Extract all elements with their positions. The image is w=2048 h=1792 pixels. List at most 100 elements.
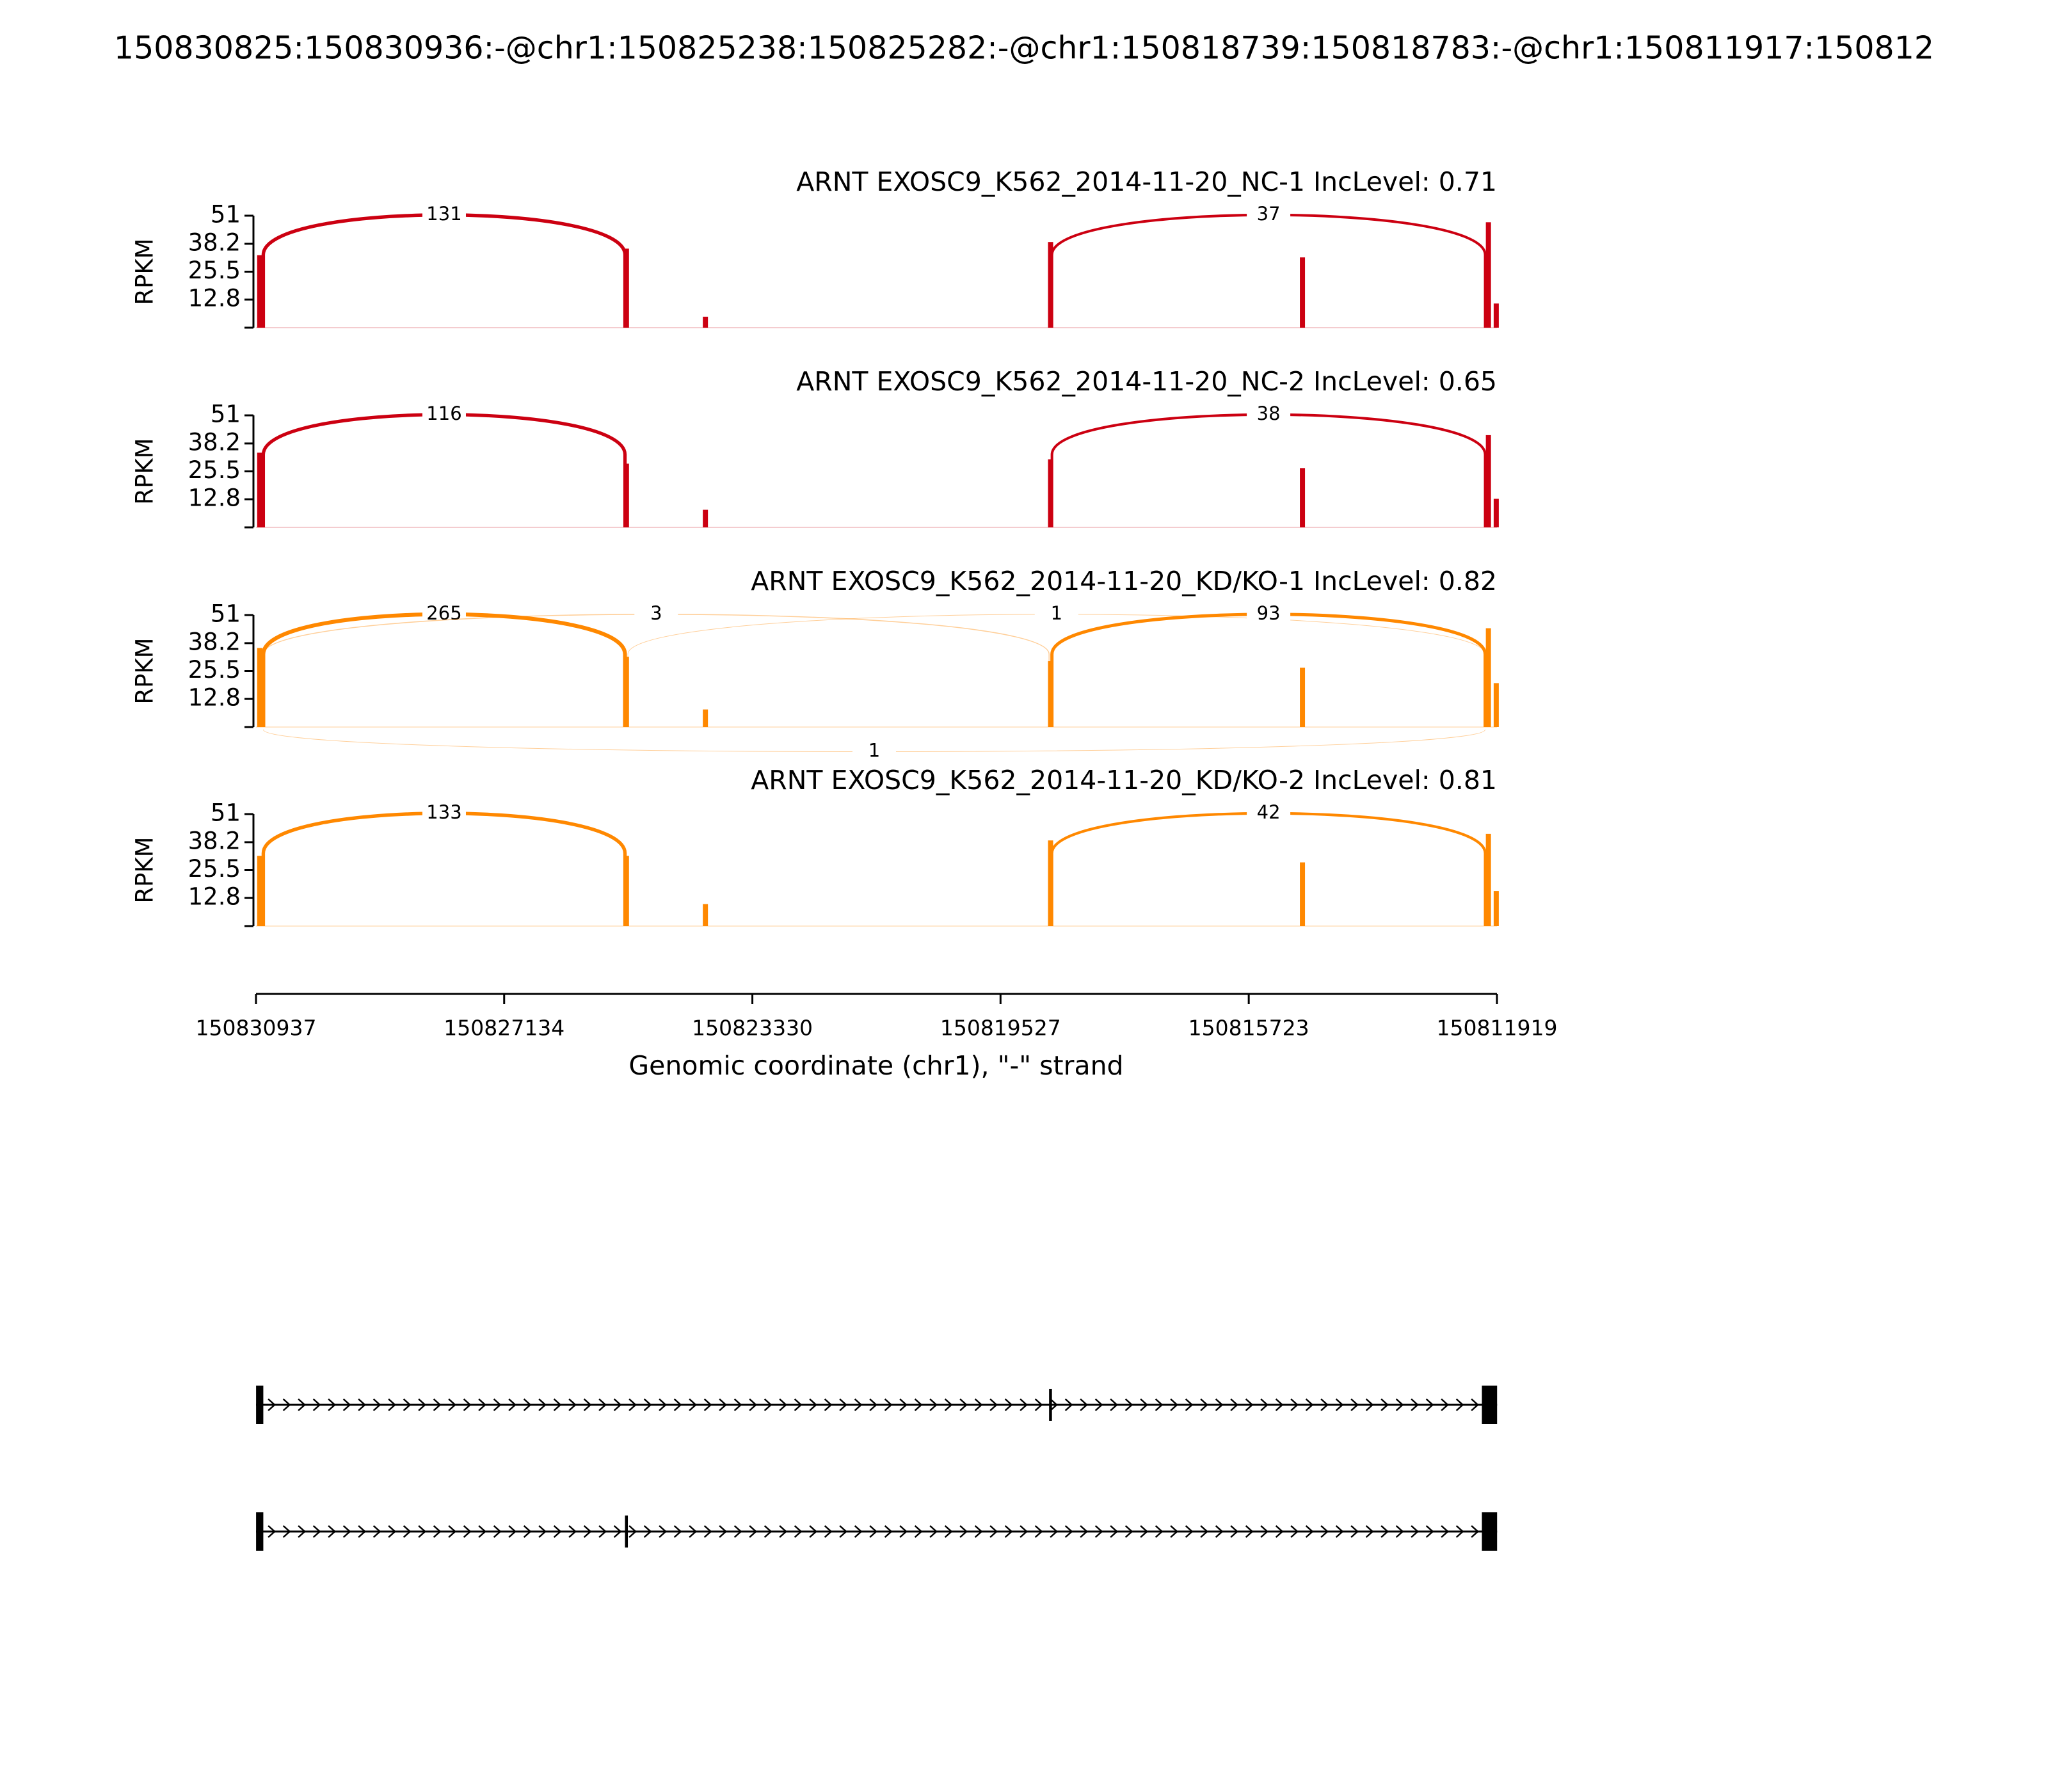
y-tick-label: 25.5 [188,257,241,284]
strand-arrow [1335,1525,1344,1538]
strand-arrow [1034,1398,1043,1411]
coverage-bar [1485,435,1491,527]
strand-arrow [1050,1525,1058,1538]
strand-arrow [1185,1525,1194,1538]
strand-arrow [1260,1525,1268,1538]
coverage-bar [1300,257,1306,328]
strand-arrow [854,1398,863,1411]
strand-arrow [1260,1398,1268,1411]
strand-arrow [328,1398,336,1411]
y-axis-label: RPKM [131,836,159,903]
coverage-bar [1048,459,1053,527]
y-tick-label: 51 [211,799,241,827]
strand-arrow [418,1398,426,1411]
strand-arrow [493,1398,502,1411]
y-tick-label: 12.8 [188,285,241,312]
strand-arrow [914,1525,923,1538]
strand-arrow [689,1525,697,1538]
strand-arrow [568,1525,577,1538]
x-axis-label: Genomic coordinate (chr1), "-" strand [628,1050,1123,1081]
exon [256,1512,264,1551]
strand-arrow [854,1525,863,1538]
track-title: ARNT EXOSC9_K562_2014-11-20_NC-2 IncLeve… [796,366,1497,397]
strand-arrow [1140,1398,1148,1411]
strand-arrow [1455,1398,1464,1411]
junction-arc [1050,612,1487,727]
junction-label-bg [1247,203,1291,227]
strand-arrow [583,1525,592,1538]
y-tick-label: 38.2 [188,228,241,256]
coverage-bar [1493,303,1499,328]
junction-arc [261,612,627,727]
junction-label: 131 [426,203,461,225]
strand-arrow [1020,1525,1028,1538]
strand-arrow [478,1398,486,1411]
strand-arrow [989,1525,998,1538]
strand-arrow [733,1398,742,1411]
strand-arrow [839,1398,847,1411]
strand-arrow [1064,1525,1073,1538]
chart-title: 150830825:150830936:-@chr1:150825238:150… [114,30,1934,67]
strand-arrow [1155,1525,1164,1538]
y-tick-label: 51 [211,600,241,628]
strand-arrow [1290,1525,1299,1538]
junction-label: 1 [1051,602,1062,624]
strand-arrow [1335,1398,1344,1411]
strand-arrow [719,1525,727,1538]
junction-arc [261,413,627,527]
x-tick-label: 150830937 [196,1016,317,1041]
junction-label: 1 [868,740,880,762]
strand-arrow [1094,1525,1103,1538]
junction-arc [1050,413,1487,527]
strand-arrow [613,1398,622,1411]
strand-arrow [1170,1525,1178,1538]
y-tick-label: 12.8 [188,684,241,712]
strand-arrow [282,1398,291,1411]
strand-arrow [298,1525,306,1538]
junction-label: 93 [1257,602,1281,624]
strand-arrow [1350,1525,1359,1538]
strand-arrow [703,1525,712,1538]
strand-arrow [703,1398,712,1411]
junction-arc [262,614,1050,727]
coverage-bar [703,709,708,727]
strand-arrow [749,1525,757,1538]
strand-arrow [869,1525,877,1538]
strand-arrow [418,1525,426,1538]
y-tick-label: 38.2 [188,428,241,456]
coverage-bar [703,509,708,527]
strand-arrow [1110,1398,1118,1411]
strand-arrow [328,1525,336,1538]
coverage-bar [1048,242,1053,328]
y-tick-label: 25.5 [188,656,241,684]
strand-arrow [764,1398,772,1411]
strand-arrow [764,1525,772,1538]
exon [1482,1512,1498,1551]
strand-arrow [598,1398,607,1411]
coverage-bar [1493,499,1499,527]
strand-arrow [372,1525,381,1538]
strand-arrow [448,1525,456,1538]
strand-arrow [1004,1525,1013,1538]
y-tick-label: 51 [211,401,241,428]
coverage-bar [1493,891,1499,926]
y-tick-label: 25.5 [188,855,241,883]
strand-arrow [1185,1398,1194,1411]
strand-arrow [974,1398,983,1411]
strand-arrow [628,1398,637,1411]
strand-arrow [1425,1525,1434,1538]
strand-arrow [1230,1398,1238,1411]
strand-arrow [824,1525,833,1538]
junction-label-bg [422,403,466,426]
strand-arrow [1471,1398,1479,1411]
junction-label-bg [1034,602,1078,626]
exon [625,1516,628,1548]
strand-arrow [1200,1525,1208,1538]
strand-arrow [478,1525,486,1538]
strand-arrow [1080,1525,1088,1538]
strand-arrow [869,1398,877,1411]
strand-arrow [989,1398,998,1411]
strand-arrow [1411,1398,1419,1411]
strand-arrow [298,1398,306,1411]
junction-arc [1050,213,1487,328]
